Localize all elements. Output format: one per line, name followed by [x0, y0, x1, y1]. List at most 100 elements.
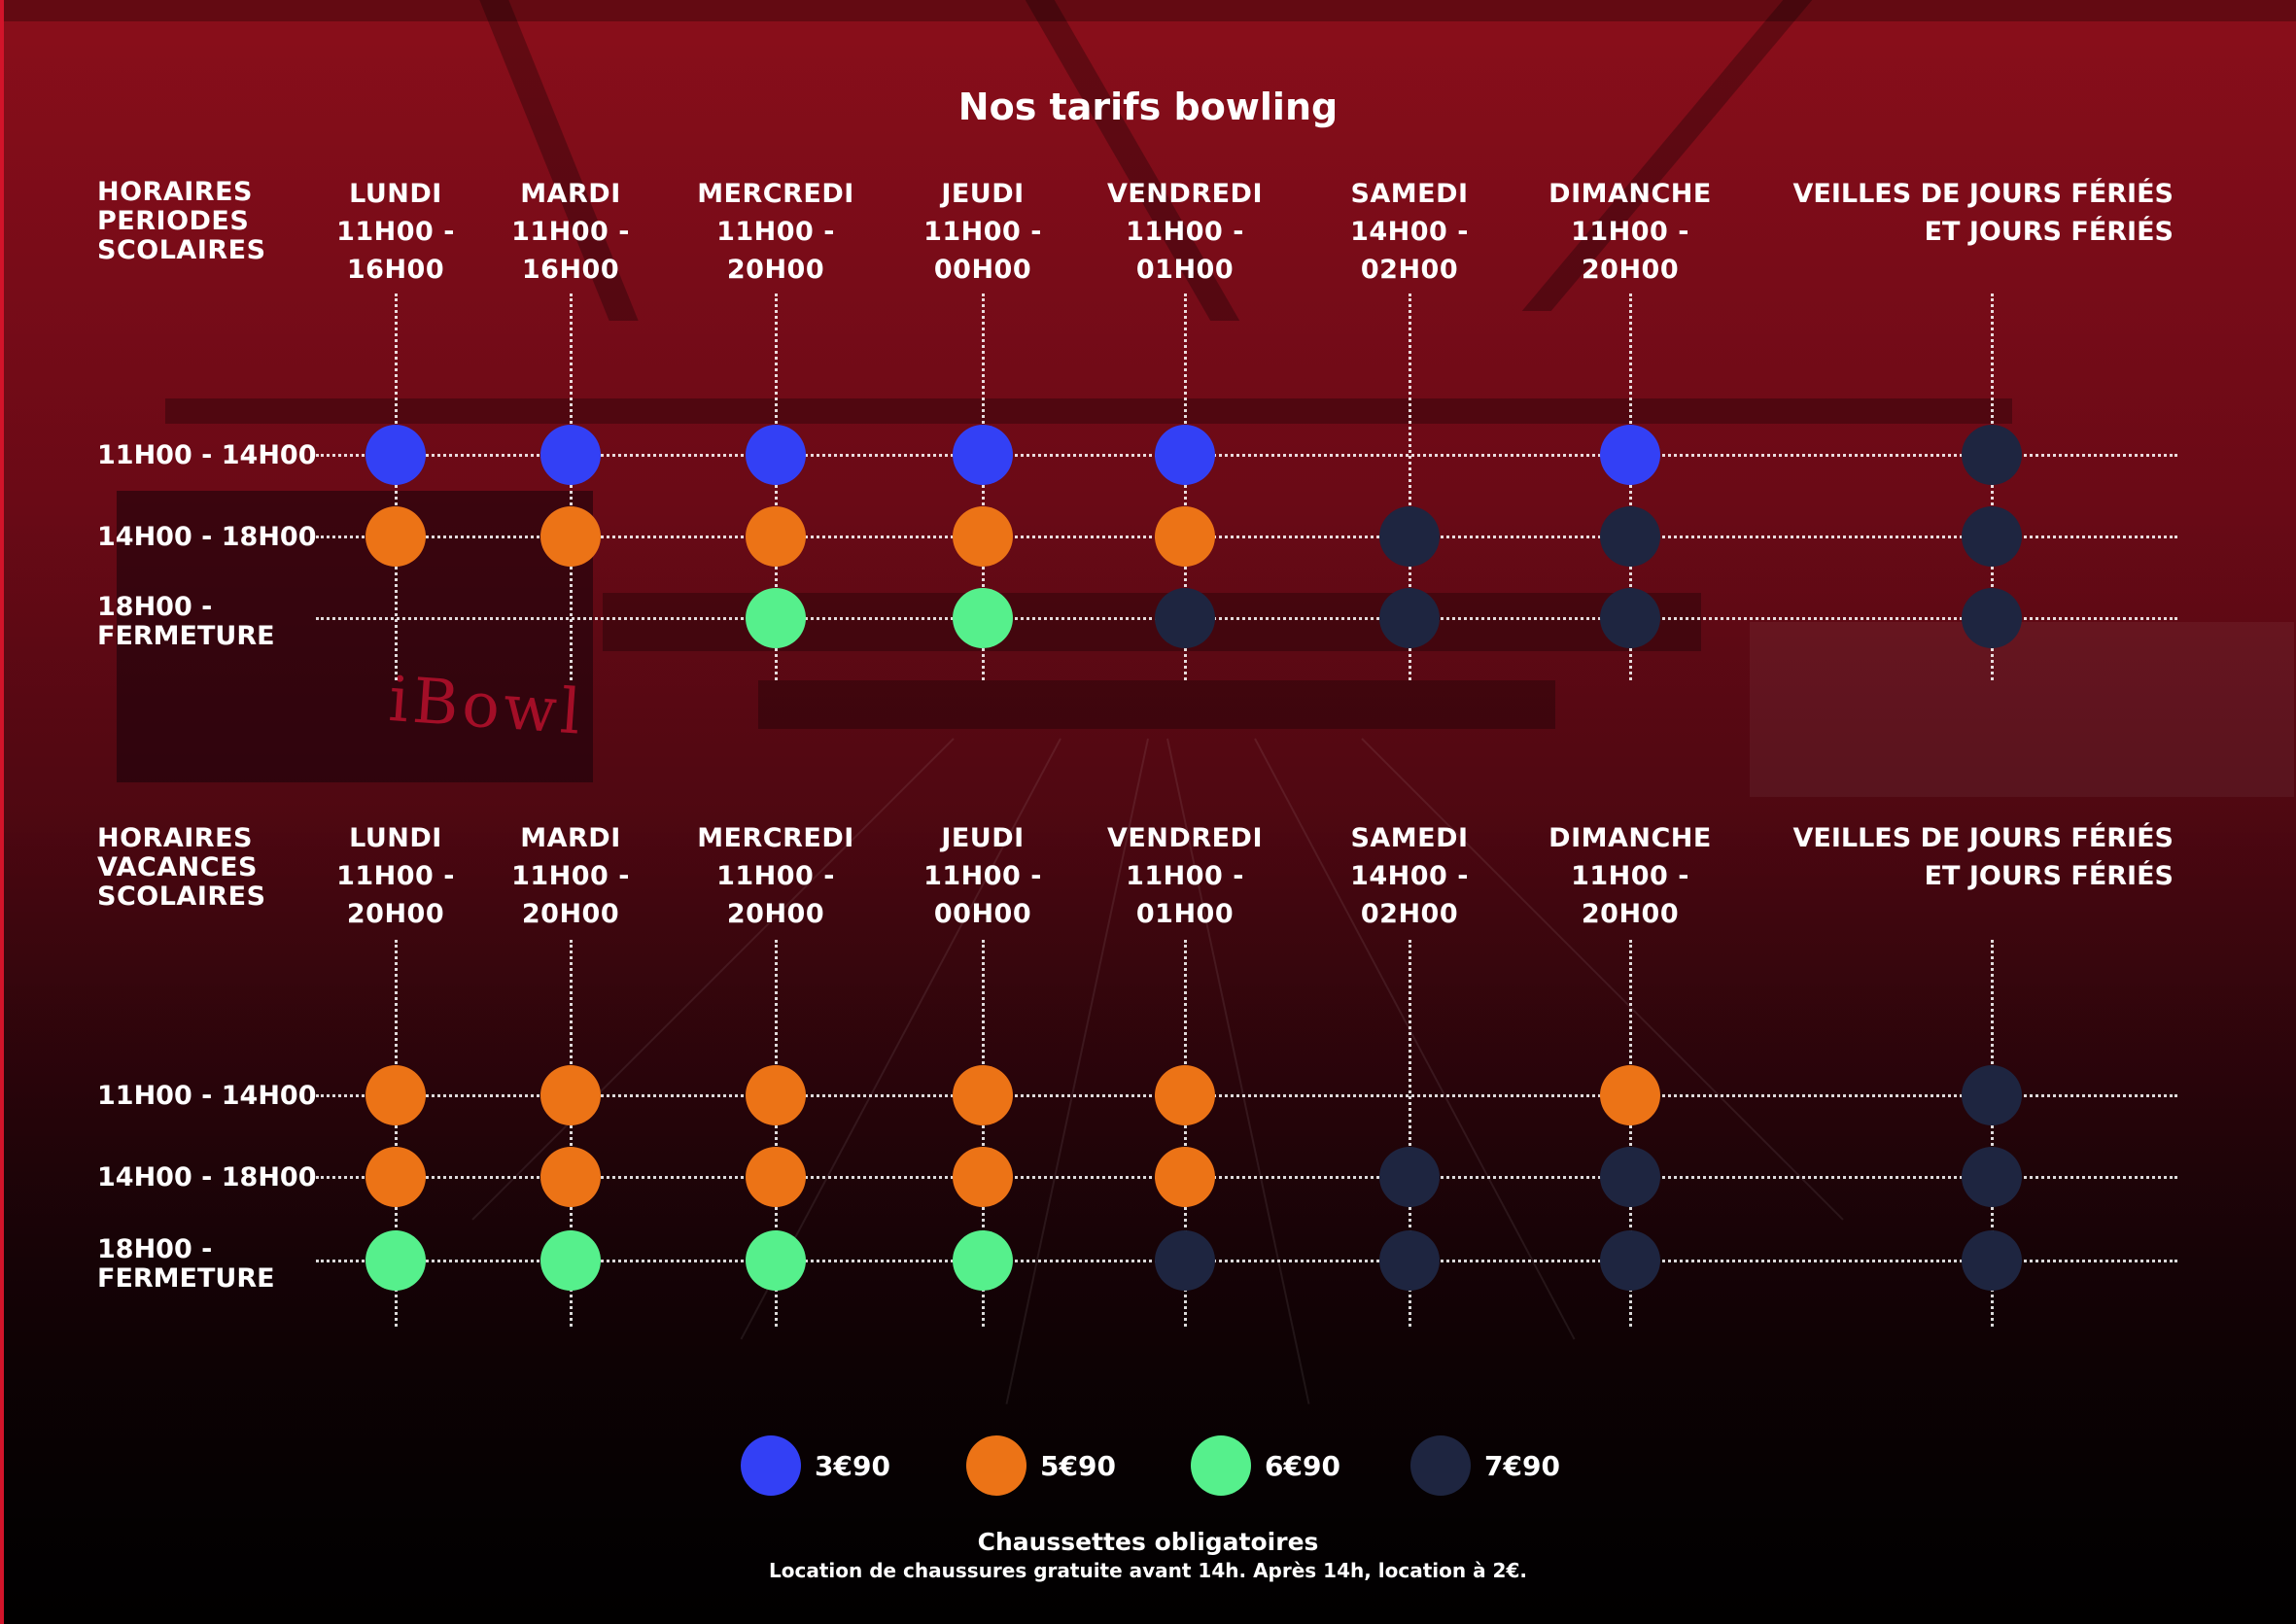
price-dot-green [746, 1230, 806, 1291]
price-dot-orange [540, 1147, 601, 1207]
row-guide [316, 617, 2177, 620]
legend-swatch [1191, 1435, 1251, 1496]
price-dot-orange [365, 1065, 426, 1125]
day-hours: 11H00 - 01H00 [1126, 217, 1244, 285]
price-dot-green [953, 1230, 1013, 1291]
price-dot-blue [1155, 425, 1215, 485]
time-slot-label: 18H00 - FERMETURE [97, 592, 275, 651]
column-guide [570, 294, 573, 680]
row-guide [316, 1260, 2177, 1262]
section-label: HORAIRES PERIODES SCOLAIRES [97, 177, 266, 265]
price-dot-orange [1155, 506, 1215, 567]
day-hours: 11H00 - 01H00 [1126, 861, 1244, 929]
time-slot-label: 14H00 - 18H00 [97, 1162, 317, 1192]
holiday-header: VEILLES DE JOURS FÉRIÉS ET JOURS FÉRIÉS [1792, 823, 2174, 891]
price-dot-navy [1379, 1230, 1440, 1291]
legend-swatch [1410, 1435, 1471, 1496]
day-header-dimanche: DIMANCHE 11H00 - 20H00 [1523, 175, 1737, 289]
column-guide [570, 940, 573, 1327]
price-dot-navy [1962, 588, 2022, 648]
price-dot-navy [1962, 506, 2022, 567]
column-guide [1991, 940, 1994, 1327]
footer-socks-note: Chaussettes obligatoires [977, 1528, 1319, 1556]
price-dot-navy [1962, 1065, 2022, 1125]
day-name: MARDI [520, 179, 621, 209]
price-dot-green [746, 588, 806, 648]
price-dot-green [953, 588, 1013, 648]
day-hours: 11H00 - 20H00 [336, 861, 455, 929]
price-dot-orange [365, 1147, 426, 1207]
day-hours: 11H00 - 20H00 [511, 861, 630, 929]
day-name: JEUDI [941, 179, 1025, 209]
page-title: Nos tarifs bowling [957, 86, 1339, 128]
price-dot-orange [953, 1065, 1013, 1125]
time-slot-label: 14H00 - 18H00 [97, 522, 317, 552]
time-slot-label: 11H00 - 14H00 [97, 440, 317, 470]
time-slot-label: 18H00 - FERMETURE [97, 1234, 275, 1294]
day-hours: 11H00 - 16H00 [511, 217, 630, 285]
day-header-mercredi: MERCREDI 11H00 - 20H00 [669, 175, 883, 289]
column-guide [1184, 940, 1187, 1327]
column-guide [1409, 294, 1411, 680]
price-dot-orange [540, 506, 601, 567]
legend-swatch [741, 1435, 801, 1496]
day-name: LUNDI [349, 179, 442, 209]
price-dot-navy [1379, 506, 1440, 567]
legend-price: 7€90 [1484, 1450, 1560, 1482]
column-guide [395, 294, 398, 680]
time-slot-label: 11H00 - 14H00 [97, 1081, 317, 1111]
column-guide [775, 294, 778, 680]
day-header-samedi: SAMEDI 14H00 - 02H00 [1303, 819, 1516, 933]
column-guide [1184, 294, 1187, 680]
price-dot-navy [1600, 506, 1660, 567]
day-hours: 11H00 - 20H00 [716, 217, 835, 285]
price-dot-navy [1155, 588, 1215, 648]
column-guide [1991, 294, 1994, 680]
day-name: DIMANCHE [1548, 823, 1712, 853]
schedule-section-2: HORAIRES VACANCES SCOLAIRES 11H00 - 14H00… [0, 0, 2296, 1327]
column-guide [982, 940, 985, 1327]
price-dot-navy [1962, 1230, 2022, 1291]
day-name: SAMEDI [1350, 179, 1469, 209]
row-guide [316, 1176, 2177, 1179]
row-guide [316, 1094, 2177, 1097]
price-dot-orange [746, 1147, 806, 1207]
price-dot-blue [540, 425, 601, 485]
price-dot-navy [1962, 425, 2022, 485]
section-label: HORAIRES VACANCES SCOLAIRES [97, 823, 266, 912]
day-name: VENDREDI [1106, 823, 1264, 853]
footer-shoes-note: Location de chaussures gratuite avant 14… [769, 1559, 1527, 1582]
price-dot-navy [1379, 588, 1440, 648]
day-header-vendredi: VENDREDI 11H00 - 01H00 [1078, 175, 1292, 289]
day-header-mardi: MARDI 11H00 - 16H00 [464, 175, 678, 289]
price-dot-navy [1155, 1230, 1215, 1291]
price-dot-green [540, 1230, 601, 1291]
day-header-jeudi: JEUDI 11H00 - 00H00 [876, 819, 1090, 933]
day-header-mardi: MARDI 11H00 - 20H00 [464, 819, 678, 933]
day-hours: 14H00 - 02H00 [1350, 217, 1469, 285]
day-name: MARDI [520, 823, 621, 853]
price-dot-orange [953, 1147, 1013, 1207]
day-name: SAMEDI [1350, 823, 1469, 853]
column-guide [982, 294, 985, 680]
column-guide [1629, 294, 1632, 680]
price-dot-blue [365, 425, 426, 485]
price-dot-orange [365, 506, 426, 567]
schedule-section-1: HORAIRES PERIODES SCOLAIRES 11H00 - 14H00… [0, 0, 2296, 797]
column-guide [1409, 940, 1411, 1327]
day-name: JEUDI [941, 823, 1025, 853]
day-header-lundi: LUNDI 11H00 - 20H00 [289, 819, 503, 933]
price-dot-blue [1600, 425, 1660, 485]
price-dot-orange [953, 506, 1013, 567]
price-dot-orange [1155, 1147, 1215, 1207]
day-hours: 11H00 - 20H00 [716, 861, 835, 929]
day-hours: 11H00 - 20H00 [1571, 861, 1689, 929]
price-dot-orange [1155, 1065, 1215, 1125]
row-guide [316, 454, 2177, 457]
column-guide [1629, 940, 1632, 1327]
price-dot-orange [540, 1065, 601, 1125]
day-hours: 11H00 - 16H00 [336, 217, 455, 285]
day-name: MERCREDI [697, 179, 854, 209]
price-dot-orange [746, 1065, 806, 1125]
day-name: MERCREDI [697, 823, 854, 853]
